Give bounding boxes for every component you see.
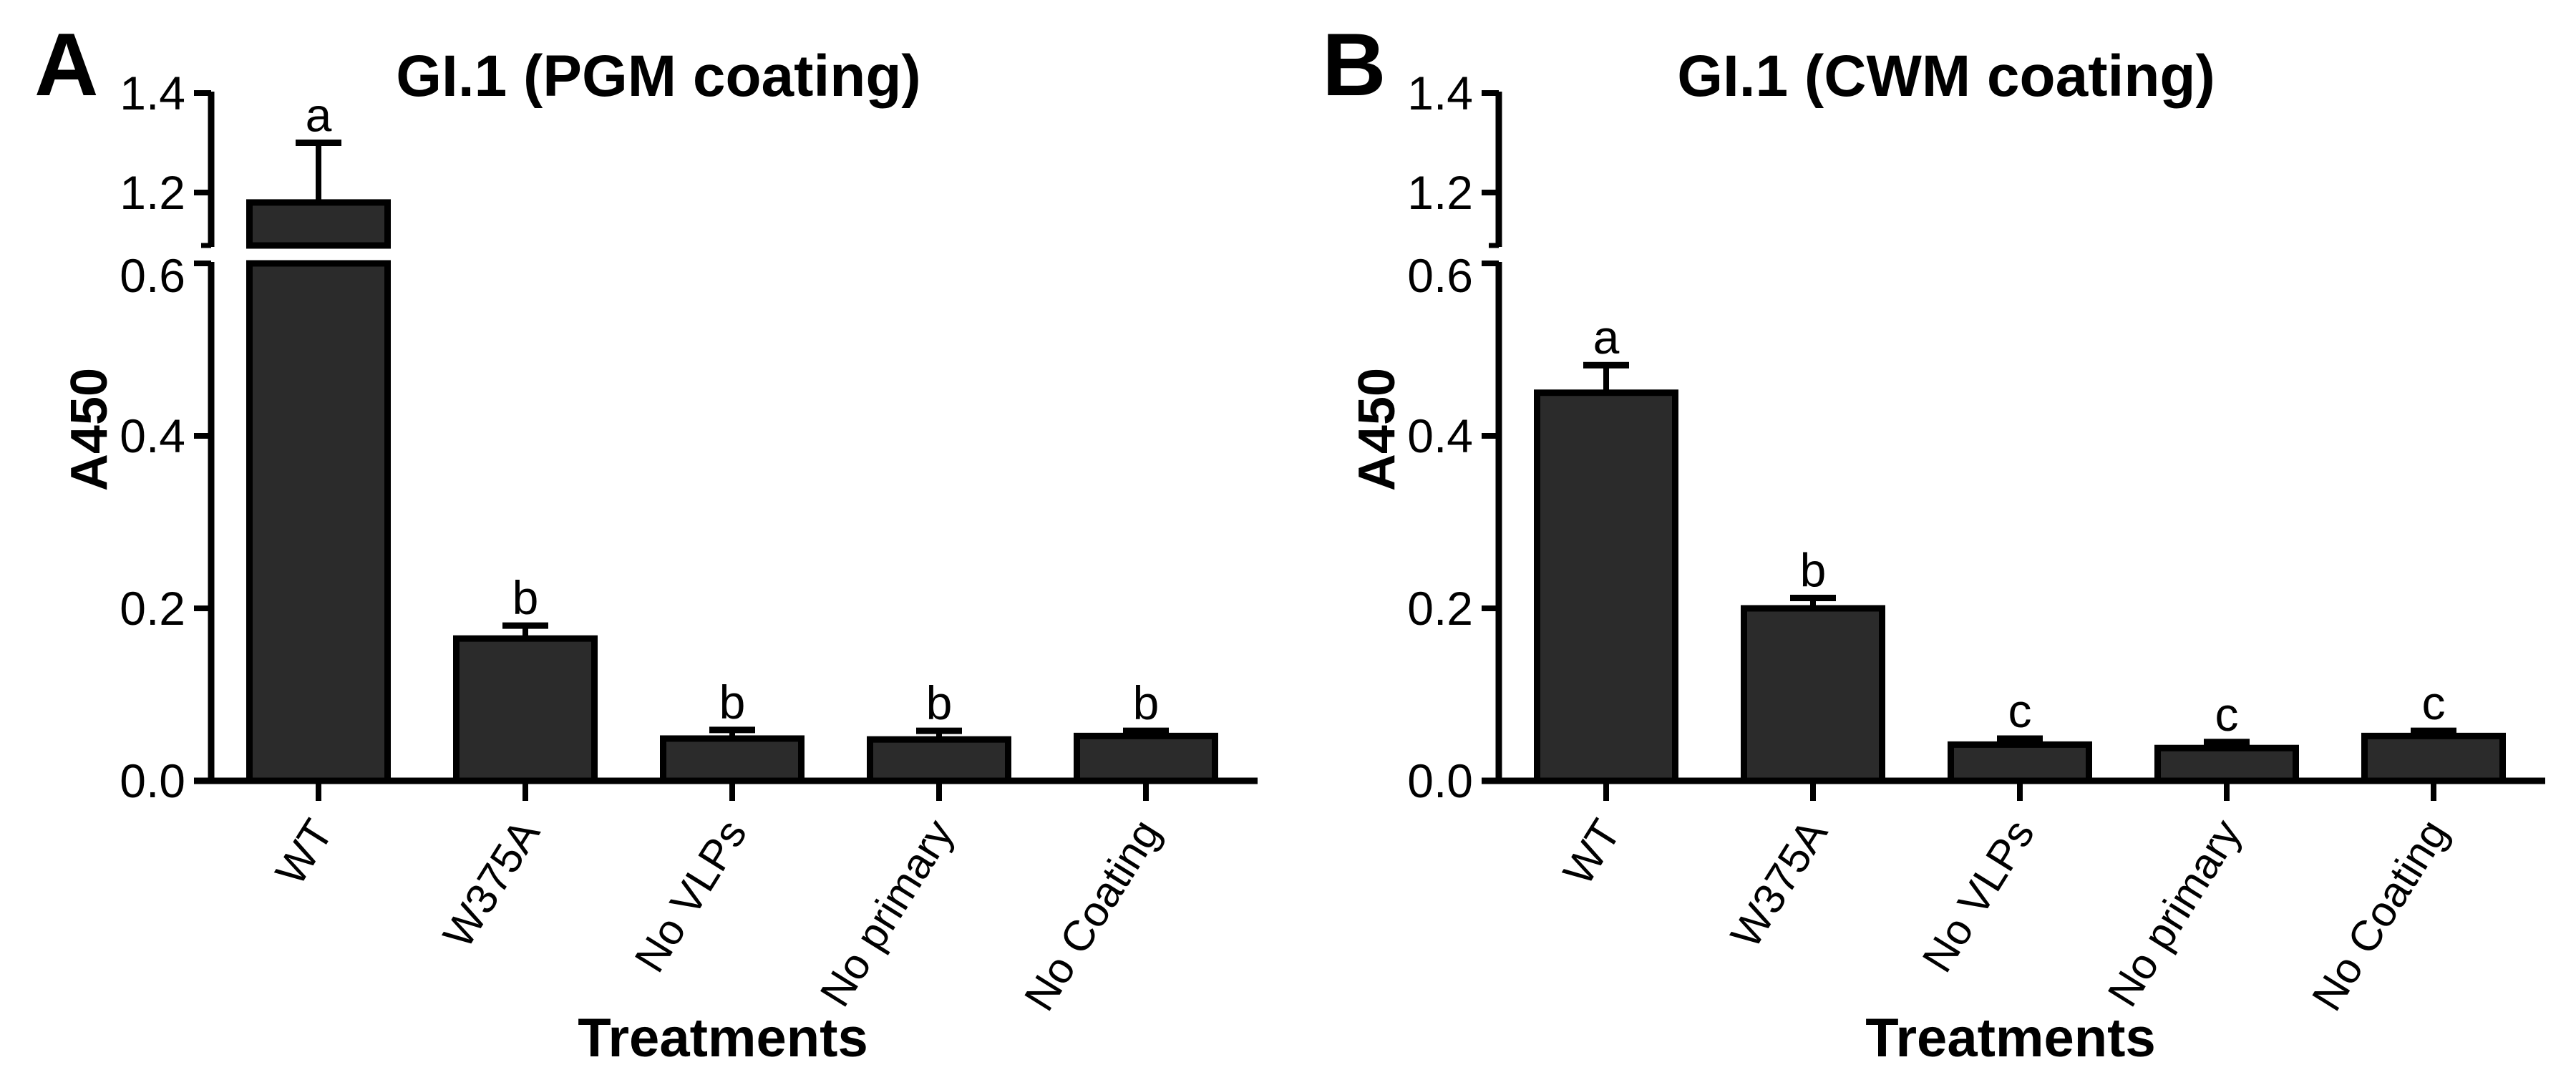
chart-title: GI.1 (PGM coating)	[396, 44, 920, 109]
x-category-label: WT	[1554, 811, 1630, 893]
y-axis-label: A450	[61, 368, 118, 491]
x-category-label: No Coating	[1015, 811, 1170, 1018]
significance-letter: a	[1593, 311, 1620, 364]
panel-a: A GI.1 (PGM coating) A450 Treatments 0.0 0.2 0…	[34, 16, 1258, 1069]
y-tick-label: 1.2	[1407, 166, 1473, 219]
y-tick-label: 0.6	[120, 249, 185, 302]
significance-letter: b	[512, 571, 539, 624]
significance-letter: c	[2215, 688, 2239, 741]
y-tick-label: 0.6	[1407, 249, 1473, 302]
bar	[867, 736, 1011, 784]
significance-letter: b	[1800, 544, 1827, 597]
panel-b: B GI.1 (CWM coating) A450 Treatments 0.0 0.2 0…	[1288, 0, 2576, 1085]
significance-letter: c	[2422, 676, 2446, 729]
y-tick-label: 1.4	[120, 67, 185, 120]
y-tick-label: 1.2	[120, 166, 185, 219]
y-tick-label: 0.4	[1407, 409, 1473, 462]
bar	[2361, 732, 2506, 784]
y-axis-label: A450	[1348, 368, 1406, 491]
x-category-label: No primary	[811, 811, 963, 1014]
panel-letter: A	[34, 16, 99, 115]
significance-letter: c	[2008, 684, 2032, 737]
bar	[1741, 605, 1885, 784]
y-tick-label: 0.2	[120, 582, 185, 635]
significance-letter: b	[719, 676, 746, 729]
x-category-label: No Coating	[2303, 811, 2457, 1018]
bar	[1948, 741, 2092, 784]
bar-chart-gi1-pgm: A GI.1 (PGM coating) A450 Treatments 0.0 0.2 0…	[34, 16, 1258, 1069]
panel-letter: B	[1322, 16, 1386, 115]
significance-letter: b	[1133, 676, 1160, 729]
x-category-label: W375A	[1721, 811, 1837, 955]
significance-letter: b	[926, 676, 953, 729]
bar	[1074, 732, 1218, 784]
bar	[2154, 744, 2299, 784]
y-tick-label: 0.2	[1407, 582, 1473, 635]
significance-letter: a	[306, 89, 332, 142]
x-category-label: No primary	[2099, 811, 2250, 1014]
x-category-label: No VLPs	[1913, 811, 2043, 980]
y-tick-label: 0.0	[1407, 754, 1473, 807]
y-tick-label: 1.4	[1407, 67, 1473, 120]
y-tick-label: 0.4	[120, 409, 185, 462]
bar	[1534, 389, 1678, 784]
bar	[660, 735, 805, 784]
x-axis-label: Treatments	[578, 1008, 868, 1069]
x-axis-label: Treatments	[1865, 1008, 2156, 1069]
bar-chart-gi1-cwm: B GI.1 (CWM coating) A450 Treatments 0.0 0.2 0…	[1322, 16, 2545, 1069]
bar-upper-slice	[246, 199, 391, 249]
bar-lower-slice	[246, 260, 391, 784]
x-category-label: WT	[266, 811, 342, 893]
chart-title: GI.1 (CWM coating)	[1677, 44, 2215, 109]
x-category-label: No VLPs	[626, 811, 756, 980]
y-tick-label: 0.0	[120, 754, 185, 807]
bar	[453, 635, 598, 784]
x-category-label: W375A	[434, 811, 549, 955]
